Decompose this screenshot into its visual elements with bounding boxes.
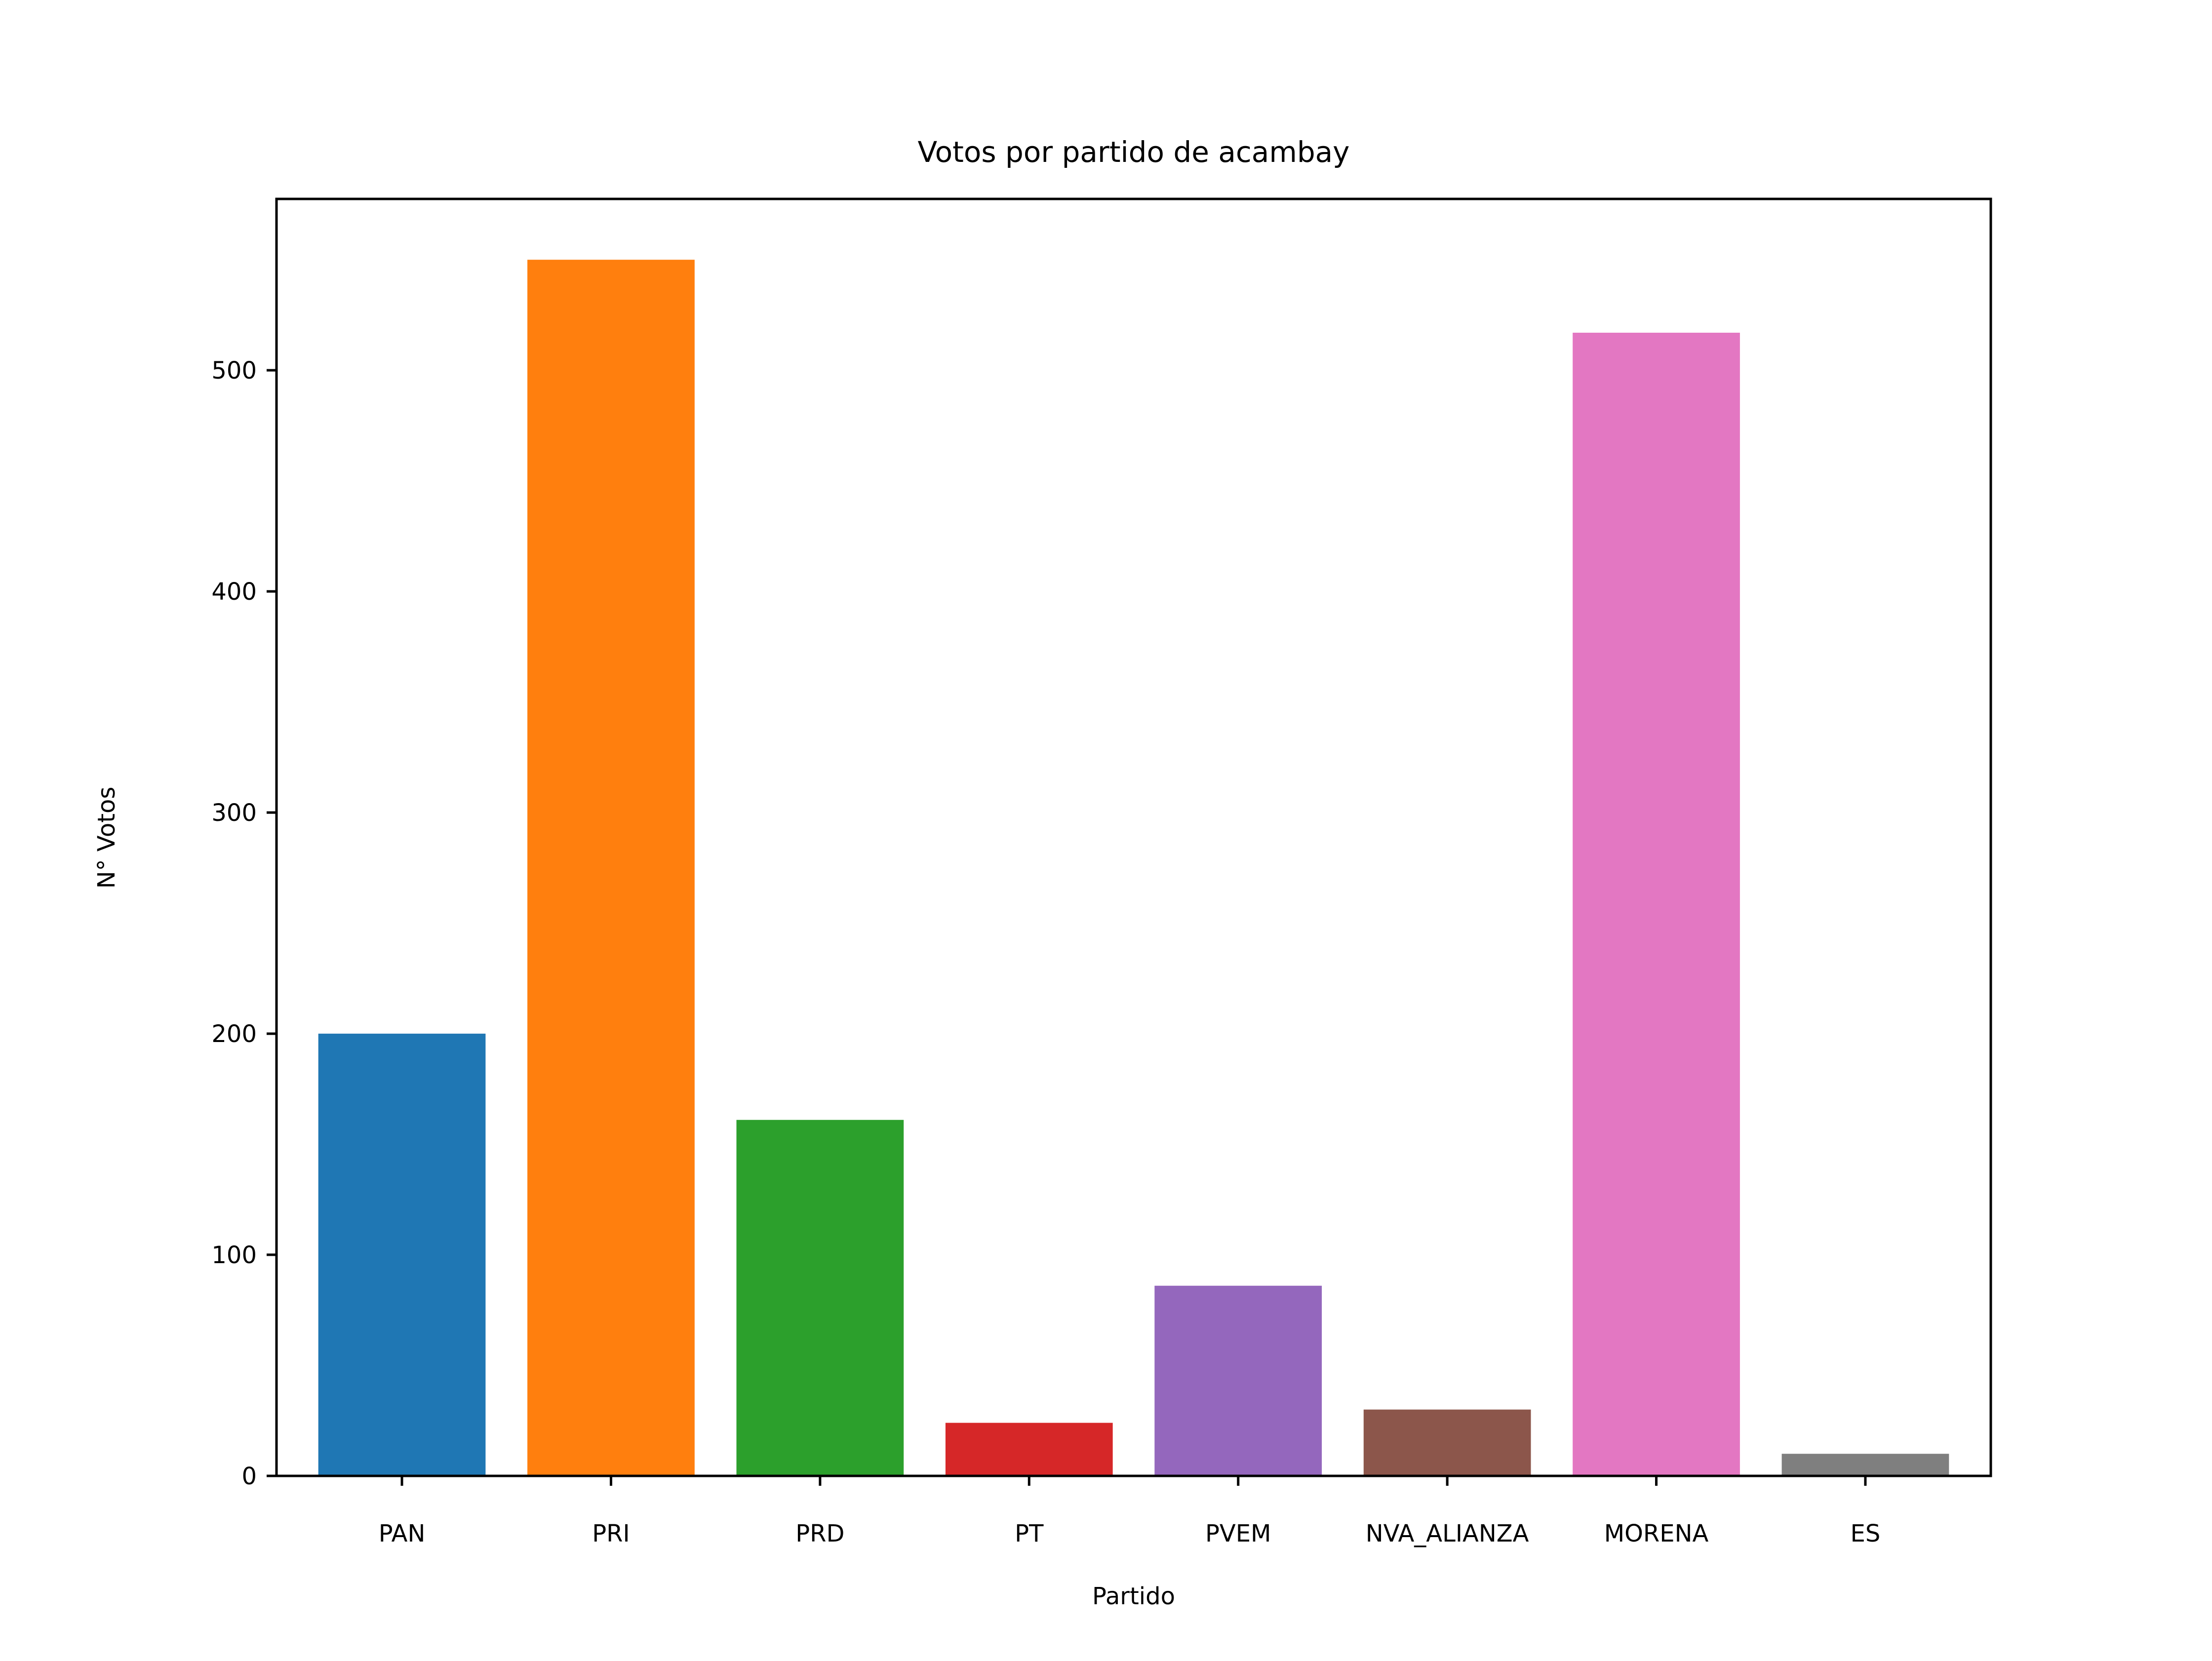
y-tick-label: 400 [211, 578, 257, 606]
y-axis-label: N° Votos [93, 787, 120, 889]
bar-es [1781, 1454, 1949, 1476]
bar-nva-alianza [1363, 1409, 1531, 1476]
bar-prd [736, 1120, 904, 1476]
chart-title: Votos por partido de acambay [917, 135, 1349, 169]
x-tick-label: PT [1015, 1520, 1044, 1547]
y-tick-label: 200 [211, 1020, 257, 1048]
x-tick-label: PAN [379, 1520, 426, 1547]
x-tick-label: NVA_ALIANZA [1366, 1520, 1529, 1547]
bar-pvem [1154, 1285, 1322, 1476]
plot-area-frame [275, 197, 1992, 1477]
bar-pri [527, 260, 695, 1476]
y-tick-label: 300 [211, 799, 257, 827]
x-axis-label: Partido [1092, 1583, 1175, 1610]
y-tick-label: 0 [241, 1463, 257, 1490]
bars-layer [318, 260, 1949, 1476]
x-tick-label: PRI [592, 1520, 630, 1547]
x-tick-label: PVEM [1205, 1520, 1271, 1547]
x-axis-ticks: PAN PRI PRD PT PVEM NVA_ALIANZA MORENA ES [379, 1476, 1881, 1547]
y-tick-label: 500 [211, 357, 257, 385]
x-tick-label: ES [1851, 1520, 1881, 1547]
x-tick-label: MORENA [1604, 1520, 1709, 1547]
bar-pt [945, 1423, 1113, 1476]
y-tick-label: 100 [211, 1241, 257, 1269]
bar-morena [1573, 333, 1740, 1476]
x-tick-label: PRD [795, 1520, 844, 1547]
bar-pan [318, 1034, 486, 1476]
y-axis-ticks: 0 100 200 300 400 500 [211, 357, 276, 1490]
